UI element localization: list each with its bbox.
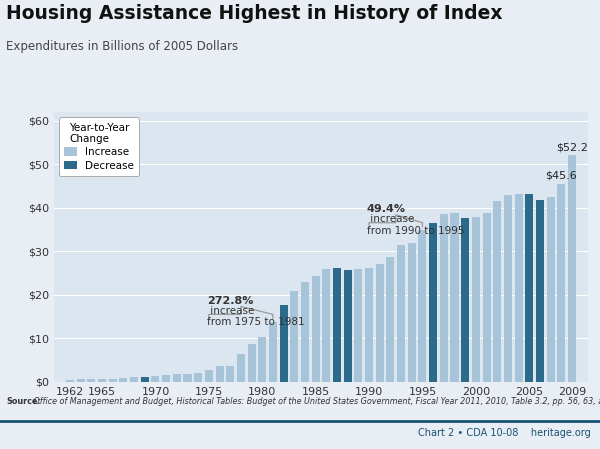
Bar: [173, 374, 181, 382]
Bar: [66, 380, 74, 382]
Bar: [109, 379, 117, 382]
Bar: [429, 224, 437, 382]
Text: increase
from 1975 to 1981: increase from 1975 to 1981: [207, 306, 304, 327]
Bar: [493, 201, 501, 382]
Bar: [119, 378, 127, 382]
Bar: [472, 217, 480, 382]
Bar: [237, 354, 245, 382]
Bar: [322, 269, 331, 382]
Bar: [194, 373, 202, 382]
Bar: [482, 213, 491, 382]
Text: 49.4%: 49.4%: [367, 204, 406, 214]
Bar: [333, 268, 341, 382]
Bar: [568, 155, 576, 382]
Bar: [280, 305, 287, 382]
Bar: [515, 194, 523, 382]
Text: Chart 2 • CDA 10-08    heritage.org: Chart 2 • CDA 10-08 heritage.org: [418, 428, 591, 438]
Bar: [397, 245, 405, 382]
Bar: [301, 282, 309, 382]
Bar: [258, 337, 266, 382]
Bar: [88, 379, 95, 382]
Bar: [440, 214, 448, 382]
Bar: [344, 269, 352, 382]
Bar: [141, 377, 149, 382]
Bar: [408, 243, 416, 382]
Bar: [226, 366, 234, 382]
Bar: [386, 256, 394, 382]
Text: Office of Management and Budget, Historical Tables: Budget of the United States : Office of Management and Budget, Histori…: [31, 397, 600, 406]
Text: Source:: Source:: [6, 397, 41, 406]
Bar: [504, 195, 512, 382]
Bar: [98, 379, 106, 382]
Bar: [269, 322, 277, 382]
Bar: [355, 269, 362, 382]
Bar: [525, 194, 533, 382]
Text: increase
from 1990 to 1995: increase from 1990 to 1995: [367, 214, 464, 236]
Bar: [365, 268, 373, 382]
Bar: [290, 291, 298, 382]
Bar: [184, 374, 191, 382]
Text: Expenditures in Billions of 2005 Dollars: Expenditures in Billions of 2005 Dollars: [6, 40, 238, 53]
Bar: [77, 379, 85, 382]
Text: Housing Assistance Highest in History of Index: Housing Assistance Highest in History of…: [6, 4, 503, 23]
Bar: [451, 213, 458, 382]
Bar: [311, 277, 320, 382]
Bar: [162, 375, 170, 382]
Bar: [536, 200, 544, 382]
Bar: [215, 366, 224, 382]
Bar: [557, 184, 565, 382]
Text: 272.8%: 272.8%: [207, 295, 253, 306]
Legend: Increase, Decrease: Increase, Decrease: [59, 118, 139, 176]
Text: $45.6: $45.6: [545, 171, 577, 181]
Text: $52.2: $52.2: [556, 142, 588, 152]
Bar: [376, 264, 384, 382]
Bar: [151, 376, 160, 382]
Bar: [130, 377, 138, 382]
Bar: [418, 230, 427, 382]
Bar: [205, 370, 213, 382]
Bar: [547, 198, 554, 382]
Bar: [461, 218, 469, 382]
Bar: [248, 344, 256, 382]
